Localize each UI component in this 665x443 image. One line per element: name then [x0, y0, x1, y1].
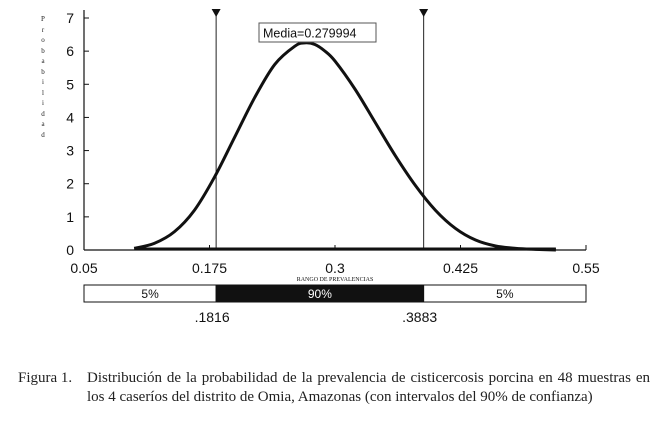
- y-axis-title-letter: P: [41, 15, 45, 23]
- confidence-bound-label: .3883: [402, 309, 437, 325]
- y-tick-label: 2: [66, 176, 74, 192]
- mean-annotation-box: [258, 22, 377, 43]
- confidence-segment-label: 5%: [141, 287, 159, 301]
- confidence-segment: [423, 284, 587, 303]
- y-tick-label: 3: [66, 143, 74, 159]
- x-tick-label: 0.425: [443, 260, 478, 276]
- y-tick-label: 7: [66, 10, 74, 26]
- y-tick-label: 1: [66, 209, 74, 225]
- y-tick-label: 0: [66, 242, 74, 258]
- x-tick-label: 0.3: [325, 260, 345, 276]
- marker-triangle-icon: [211, 9, 221, 17]
- caption-text: Distribución de la probabilidad de la pr…: [87, 370, 650, 405]
- y-axis-title-letter: i: [42, 99, 44, 107]
- y-axis-title-letter: b: [41, 46, 45, 55]
- x-tick-label: 0.175: [192, 260, 227, 276]
- caption-number: Figura 1.: [18, 370, 73, 386]
- y-axis-title-letter: b: [41, 67, 45, 76]
- marker-triangle-icon: [419, 9, 429, 17]
- y-axis-title-letter: i: [42, 78, 44, 86]
- confidence-bound-label: .1816: [195, 309, 230, 325]
- y-axis-title-letter: l: [42, 88, 44, 97]
- y-axis-title-letter: o: [41, 36, 45, 44]
- y-tick-label: 5: [66, 76, 74, 92]
- y-tick-label: 6: [66, 43, 74, 59]
- y-axis-title-letter: d: [41, 130, 45, 139]
- confidence-segment-label: 90%: [308, 287, 332, 301]
- y-axis-title-letter: d: [41, 109, 45, 118]
- prevalence-distribution-chart: 0 1 2 3 4 5 6 7 0.05 0.175 0.3 0.425 0.55 RANGO DE PR…: [66, 9, 600, 325]
- y-tick-label: 4: [66, 109, 74, 125]
- y-axis-title-letter: a: [41, 120, 45, 128]
- x-tick-label: 0.55: [572, 260, 599, 276]
- mean-annotation-label: Media=0.279994: [263, 27, 357, 41]
- y-axis-title-letter: r: [41, 25, 45, 34]
- y-axis-title-letter: a: [41, 57, 45, 65]
- density-curve: [133, 41, 556, 252]
- confidence-segment-label: 5%: [496, 287, 514, 301]
- x-tick-label: 0.05: [70, 260, 97, 276]
- x-axis-title: RANGO DE PREVALENCIAS: [297, 277, 374, 283]
